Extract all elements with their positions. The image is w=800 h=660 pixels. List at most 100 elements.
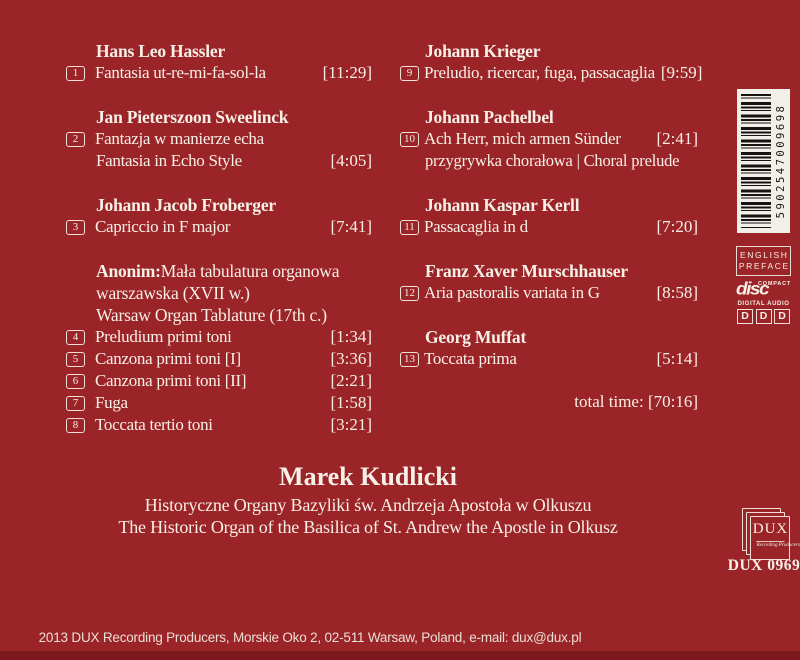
composer-group: Georg Muffat 13 Toccata prima [5:14] [400,326,698,370]
dux-logo-subtitle: Recording Producers [756,541,800,548]
track-title-translation: Fantasia in Echo Style [96,151,242,170]
track-number-badge: 9 [400,66,419,81]
track-title: Toccata tertio toni [95,415,213,434]
track-row: 8 Toccata tertio toni [3:21] [66,414,372,436]
composer-name: Johann Kaspar Kerll [425,194,580,215]
composer-heading: Johann Kaspar Kerll [400,194,698,216]
total-time: total time: [70:16] [574,392,698,411]
composer-group: Johann Kaspar Kerll 11 Passacaglia in d [7:… [400,194,698,238]
track-time: [7:41] [330,217,372,236]
track-title: Fantasia ut-re-mi-fa-sol-la [95,63,266,82]
track-title: Toccata prima [424,349,517,368]
composer-heading: Anonim: Mała tabulatura organowa [66,260,372,282]
track-title: Aria pastoralis variata in G [424,283,600,302]
organ-title-polish: Historyczne Organy Bazyliki św. Andrzeja… [144,495,592,515]
ddd-letter: D [737,309,753,324]
tracklist-left-column: Hans Leo Hassler 1 Fantasia ut-re-mi-fa-so… [66,40,372,458]
performer-name: Marek Kudlicki [279,462,457,491]
composer-group: Anonim: Mała tabulatura organowa warszaws… [66,260,372,436]
track-number-badge: 12 [400,286,419,301]
track-time: [1:34] [330,327,372,346]
track-title: Fuga [95,393,128,412]
composer-heading: Hans Leo Hassler [66,40,372,62]
track-title: Canzona primi toni [I] [95,349,241,368]
composer-heading: Georg Muffat [400,326,698,348]
composer-heading-extra-text: warszawska (XVII w.) [96,282,250,303]
track-row: 13 Toccata prima [5:14] [400,348,698,370]
track-row: 11 Passacaglia in d [7:20] [400,216,698,238]
track-time: [9:59] [660,63,703,82]
track-number-badge: 5 [66,352,85,367]
track-number-badge: 4 [66,330,85,345]
track-title: Fantazja w manierze echa [95,129,264,148]
tracklist-right-groups: Johann Krieger 9 Preludio, ricercar, fuga,… [400,40,702,370]
track-title: Ach Herr, mich armen Sünder [424,129,621,148]
track-time: [1:58] [330,393,372,412]
track-number-badge: 8 [66,418,85,433]
track-number-badge: 2 [66,132,85,147]
track-row: 7 Fuga [1:58] [66,392,372,414]
compact-disc-logo: disc COMPACT DIGITAL AUDIO [736,280,791,307]
track-row: 1 Fantasia ut-re-mi-fa-sol-la [11:29] [66,62,372,84]
track-subtitle: przygrywka chorałowa | Choral prelude [425,151,680,170]
track-time: [11:29] [322,63,372,82]
track-row: 4 Preludium primi toni [1:34] [66,326,372,348]
track-time: [7:20] [656,217,698,236]
ddd-letter: D [774,309,790,324]
track-time: [2:21] [330,371,372,390]
composer-name: Johann Krieger [425,40,541,61]
composer-heading-extra: warszawska (XVII w.) [66,282,372,304]
track-time: [3:36] [330,349,372,368]
track-time: [4:05] [330,151,372,170]
track-title: Canzona primi toni [II] [95,371,247,390]
composer-heading: Johann Jacob Froberger [66,194,372,216]
composer-name: Hans Leo Hassler [96,40,226,61]
track-row: 3 Capriccio in F major [7:41] [66,216,372,238]
tracklist-right-column: Johann Krieger 9 Preludio, ricercar, fuga,… [400,40,702,414]
composer-group: Franz Xaver Murschhauser 12 Aria pastorali… [400,260,698,304]
footer-credits: 2013 DUX Recording Producers, Morskie Ok… [38,630,582,645]
track-row-continued: Fantasia in Echo Style [4:05] [66,150,372,172]
track-number-badge: 1 [66,66,85,81]
compact-disc-logo-disc-text: disc [736,280,770,299]
track-title: Passacaglia in d [424,217,528,236]
track-title: Preludio, ricercar, fuga, passacaglia [424,63,655,82]
catalog-number: DUX 0969 [727,557,800,574]
composer-name: Anonim: [96,260,161,281]
track-row: 2 Fantazja w manierze echa [66,128,372,150]
composer-group: Hans Leo Hassler 1 Fantasia ut-re-mi-fa-so… [66,40,372,84]
composer-group: Johann Krieger 9 Preludio, ricercar, fuga,… [400,40,702,84]
track-number-badge: 10 [400,132,419,147]
track-number-badge: 13 [400,352,419,367]
track-row: 6 Canzona primi toni [II] [2:21] [66,370,372,392]
barcode-digits-area: 5902547009698 [771,89,790,233]
english-preface-line1: ENGLISH [740,250,789,260]
performer-block: Marek Kudlicki Historyczne Organy Bazyli… [40,460,696,538]
track-subtitle-row: przygrywka chorałowa | Choral prelude [400,150,698,172]
english-preface-line2: PREFACE [738,261,790,271]
ddd-badge: D D D [737,309,790,324]
compact-disc-logo-digital-audio-text: DIGITAL AUDIO [737,301,790,307]
composer-heading-rest: Mała tabulatura organowa [160,260,340,281]
track-time: [8:58] [656,283,698,302]
track-row: 9 Preludio, ricercar, fuga, passacaglia [9… [400,62,702,84]
composer-name: Johann Jacob Froberger [96,194,276,215]
track-title: Capriccio in F major [95,217,231,236]
track-number-badge: 3 [66,220,85,235]
barcode-bars-icon [741,94,771,228]
composer-heading: Johann Pachelbel [400,106,698,128]
track-number-badge: 11 [400,220,419,235]
composer-group: Johann Jacob Froberger 3 Capriccio in F ma… [66,194,372,238]
compact-disc-logo-compact-text: COMPACT [758,281,791,287]
track-row: 10 Ach Herr, mich armen Sünder [2:41] [400,128,698,150]
composer-heading: Johann Krieger [400,40,698,62]
track-title: Preludium primi toni [95,327,232,346]
barcode-digits: 5902547009698 [774,103,787,219]
dux-logo-name: DUX [752,521,789,537]
composer-heading: Franz Xaver Murschhauser [400,260,698,282]
compact-disc-logo-top-row: disc COMPACT [736,280,791,299]
track-time: [3:21] [330,415,372,434]
composer-group: Jan Pieterszoon Sweelinck 2 Fantazja w man… [66,106,372,172]
track-time: [5:14] [656,349,698,368]
